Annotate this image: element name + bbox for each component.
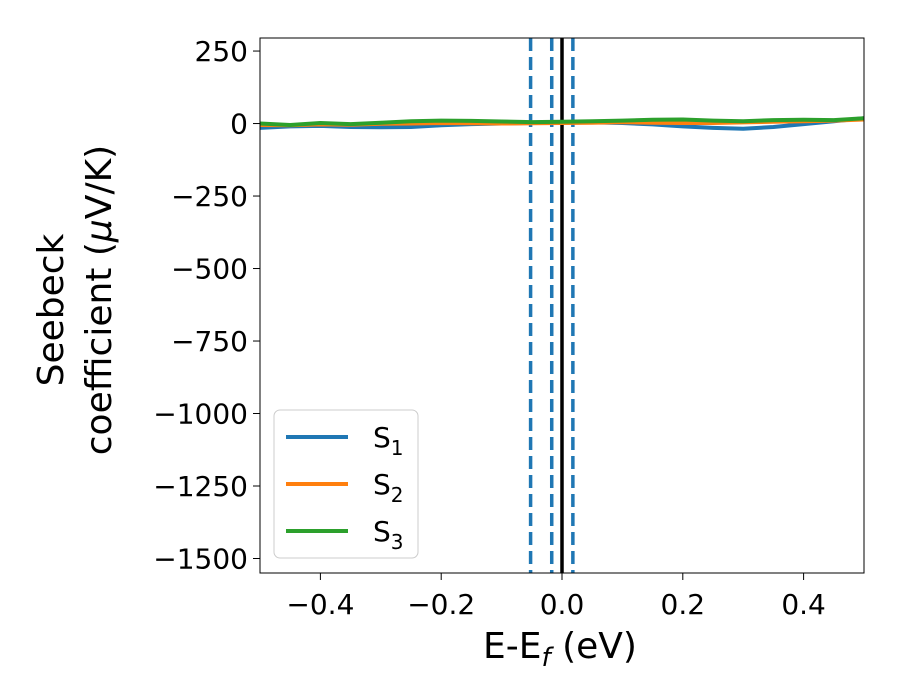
y-axis-label-line2: coefficient (μV/K) bbox=[79, 145, 120, 455]
y-tick-label: −1500 bbox=[153, 543, 248, 576]
vertical-lines bbox=[528, 38, 575, 573]
y-tick-label: −750 bbox=[171, 325, 248, 358]
legend-label-s3: S3 bbox=[373, 515, 404, 554]
y-tick-label: 250 bbox=[195, 35, 248, 68]
y-tick-label: −500 bbox=[171, 253, 248, 286]
y-tick-label: 0 bbox=[230, 108, 248, 141]
y-tick-label: −250 bbox=[171, 180, 248, 213]
y-axis-ticks: 250 0 −250 −500 −750 −1000 −1250 −1500 bbox=[153, 35, 260, 576]
x-axis-label: E-Ef (eV) bbox=[483, 626, 637, 673]
x-tick-label: −0.2 bbox=[407, 588, 475, 621]
y-axis-label-line1: Seebeck bbox=[31, 233, 72, 386]
x-tick-label: 0.0 bbox=[540, 588, 585, 621]
series-lines bbox=[260, 116, 864, 131]
legend-label-s2: S2 bbox=[373, 468, 404, 507]
x-axis-ticks: −0.4 −0.2 0.0 0.2 0.4 bbox=[286, 573, 826, 621]
y-tick-label: −1000 bbox=[153, 398, 248, 431]
series-line-s3 bbox=[260, 116, 864, 127]
x-tick-label: 0.2 bbox=[661, 588, 706, 621]
x-tick-label: 0.4 bbox=[781, 588, 826, 621]
legend: S1 S2 S3 bbox=[273, 409, 419, 559]
x-tick-label: −0.4 bbox=[286, 588, 354, 621]
y-tick-label: −1250 bbox=[153, 470, 248, 503]
legend-label-s1: S1 bbox=[373, 421, 404, 460]
